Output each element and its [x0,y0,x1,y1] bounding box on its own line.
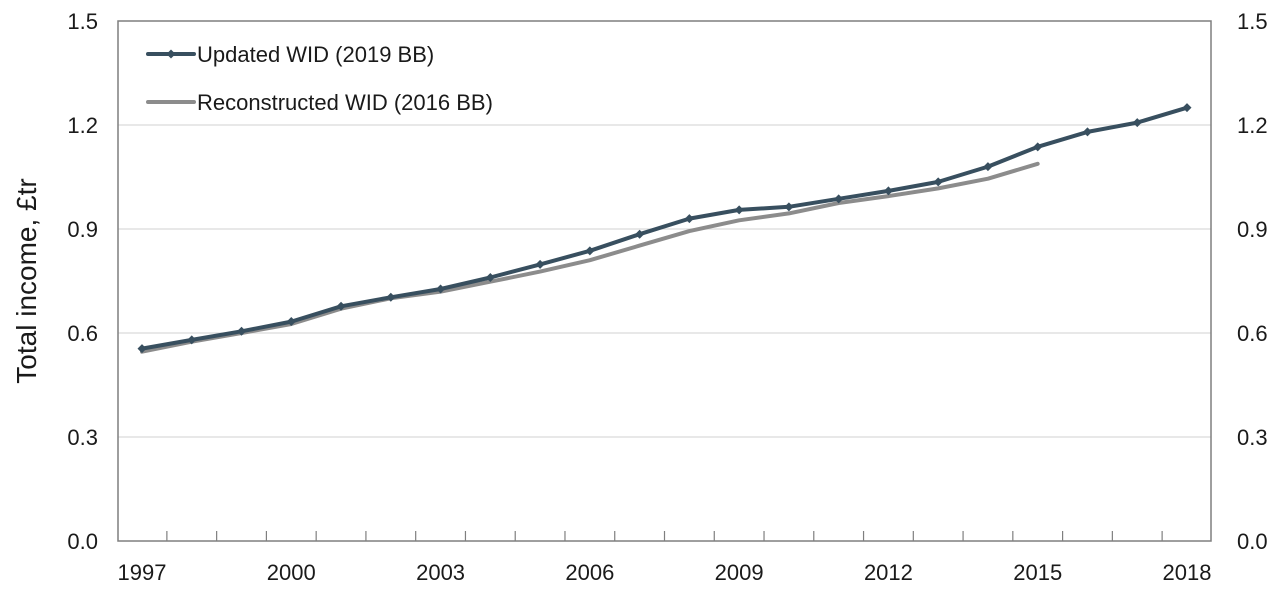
data-point [883,186,893,196]
x-tick-label: 2006 [565,560,614,585]
data-point [137,344,147,354]
y-tick-label: 0.0 [67,529,98,554]
data-point [286,317,296,327]
legend-label: Reconstructed WID (2016 BB) [197,90,493,115]
data-point [983,162,993,172]
data-point [187,335,197,345]
y2-tick-label: 0.6 [1237,321,1268,346]
data-point [585,246,595,256]
data-point [1182,103,1192,113]
data-point [485,273,495,283]
y-tick-label: 0.9 [67,217,98,242]
y-tick-label: 0.3 [67,425,98,450]
y-tick-label: 1.5 [67,9,98,34]
y2-tick-label: 0.9 [1237,217,1268,242]
legend: Updated WID (2019 BB) Reconstructed WID (… [146,42,493,115]
y2-tick-label: 0.0 [1237,529,1268,554]
x-tick-label: 2003 [416,560,465,585]
x-tick-label: 1997 [118,560,167,585]
data-point [784,202,794,212]
data-point [1132,118,1142,128]
y2-tick-label: 1.2 [1237,113,1268,138]
legend-label: Updated WID (2019 BB) [197,42,434,67]
x-tick-label: 2015 [1013,560,1062,585]
data-point [684,214,694,224]
y2-tick-label: 1.5 [1237,9,1268,34]
y-tick-label: 1.2 [67,113,98,138]
x-axis-ticks [166,531,1163,541]
legend-marker [166,49,176,59]
series-lines [137,103,1192,354]
x-tick-label: 2018 [1163,560,1212,585]
data-point [237,326,247,336]
x-tick-label: 2009 [715,560,764,585]
data-point [1033,142,1043,152]
y-axis-title: Total income, £tr [11,178,42,383]
data-point [336,301,346,311]
data-point [834,194,844,204]
y-tick-label: 0.6 [67,321,98,346]
data-point [436,284,446,294]
data-point [734,205,744,215]
series-line [140,105,1189,351]
data-point [535,259,545,269]
x-tick-label: 2000 [267,560,316,585]
y2-tick-label: 0.3 [1237,425,1268,450]
x-tick-label: 2012 [864,560,913,585]
tick-labels: 0.0 0.0 0.3 0.3 0.6 0.6 0.9 0.9 1.2 1.2 1.5 1.5 1997… [67,9,1267,585]
data-point [933,177,943,187]
data-point [635,229,645,239]
data-point [386,292,396,302]
gridlines [118,124,1211,438]
data-point [1082,127,1092,137]
